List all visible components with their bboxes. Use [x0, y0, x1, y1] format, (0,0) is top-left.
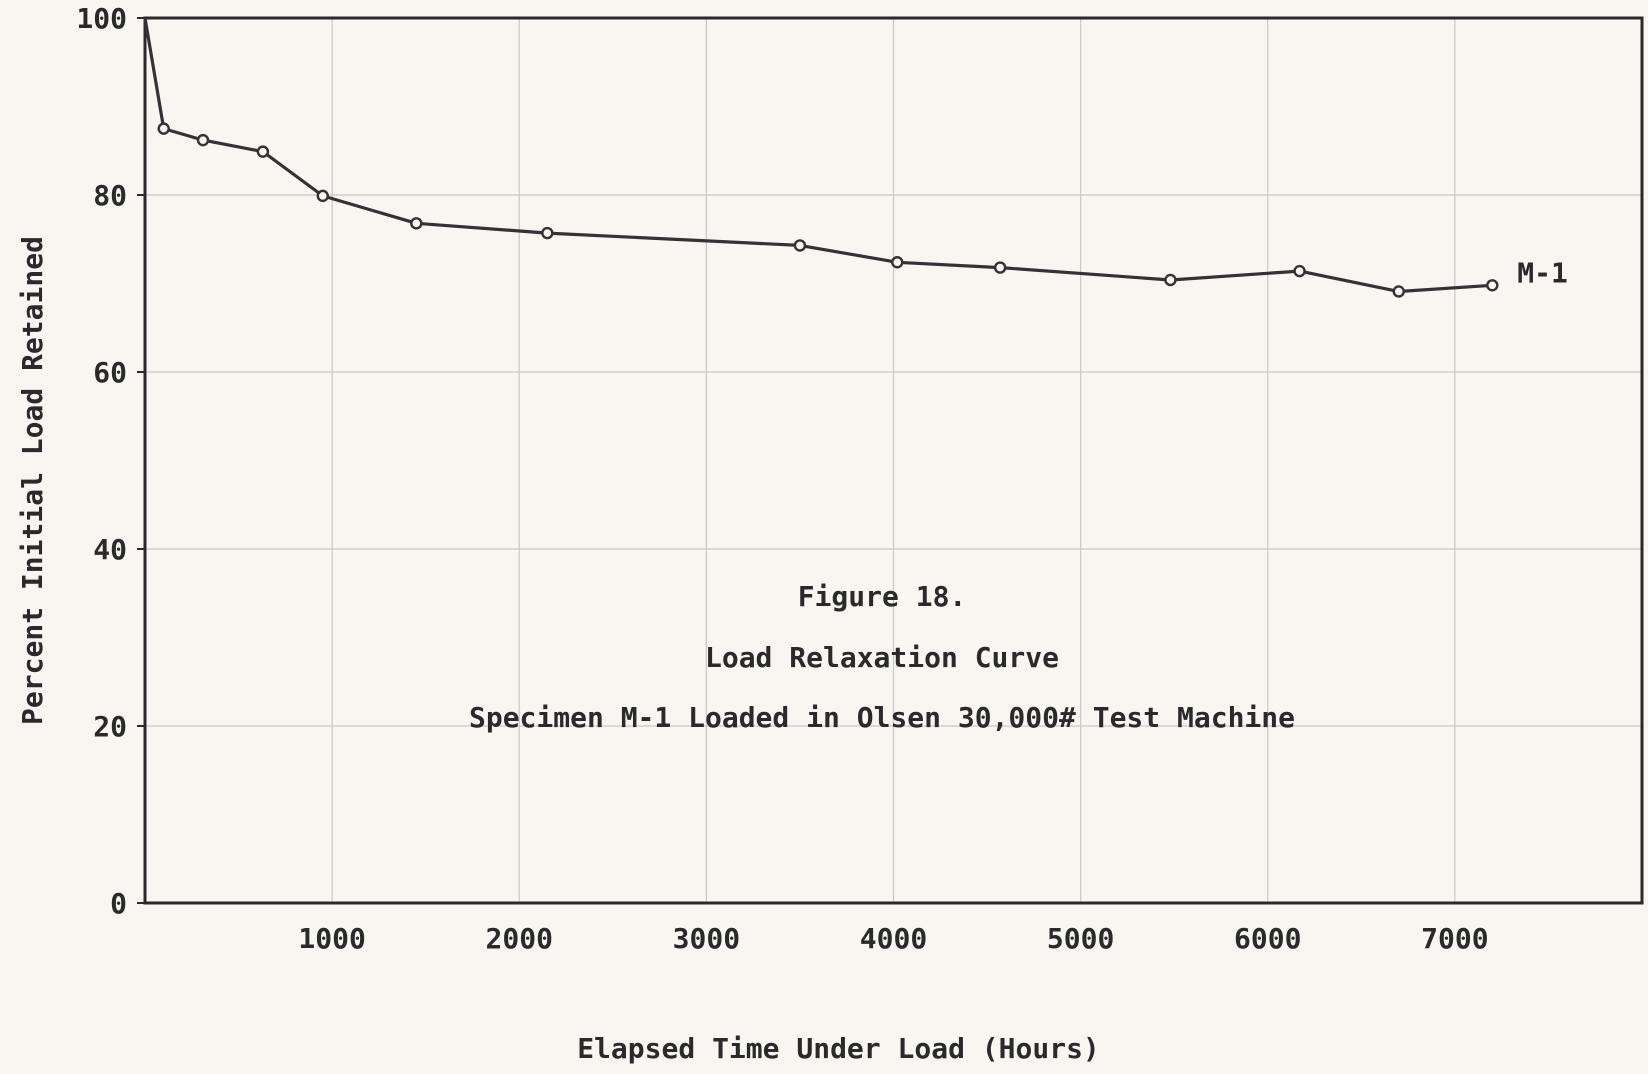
data-point-M-1-10: [1164, 273, 1177, 287]
annotations: Figure 18. Load Relaxation Curve Specimen …: [469, 580, 1295, 734]
data-point-M-1-7: [793, 239, 807, 252]
grid: [145, 18, 1642, 903]
data-point-M-1-5: [410, 217, 423, 230]
data-point-M-1-8: [891, 256, 904, 269]
data-point-M-1-4: [316, 189, 329, 203]
annotation-1: Load Relaxation Curve: [705, 641, 1059, 674]
data-point-M-1-12: [1392, 285, 1405, 298]
x-tick-label-1000: 1000: [298, 922, 365, 955]
y-tick-label-40: 40: [93, 533, 127, 566]
x-tick-label-5000: 5000: [1047, 922, 1114, 955]
axes: [143, 16, 1644, 905]
y-tick-label-20: 20: [93, 710, 127, 743]
series: [143, 17, 1499, 298]
data-point-M-1-9: [993, 261, 1007, 274]
data-point-M-1-6: [541, 226, 554, 240]
labels: M-1 Elapsed Time Under Load (Hours) Percen…: [16, 236, 1568, 1065]
y-axis-label: Percent Initial Load Retained: [16, 236, 49, 725]
x-tick-label-7000: 7000: [1421, 922, 1488, 955]
series-label-M-1: M-1: [1517, 256, 1568, 289]
y-tick-label-60: 60: [93, 356, 127, 389]
y-tick-label-0: 0: [110, 887, 127, 920]
data-point-M-1-13: [1486, 279, 1499, 292]
x-tick-label-6000: 6000: [1234, 922, 1301, 955]
annotation-0: Figure 18.: [798, 580, 967, 613]
y-tick-label-80: 80: [93, 179, 127, 212]
data-point-M-1-2: [196, 133, 210, 147]
data-point-M-1-11: [1293, 264, 1306, 278]
data-point-M-1-1: [157, 122, 170, 135]
ticks: 0 20 40 60 80 100 1000 2000 3000 4000 5000 6000 7000: [76, 2, 1488, 955]
y-tick-label-100: 100: [76, 2, 127, 35]
annotation-2: Specimen M-1 Loaded in Olsen 30,000# Tes…: [469, 701, 1295, 734]
x-tick-label-4000: 4000: [860, 922, 927, 955]
x-tick-label-3000: 3000: [673, 922, 740, 955]
data-point-M-1-3: [256, 145, 270, 158]
plot-frame: [143, 16, 1644, 905]
x-axis-label: Elapsed Time Under Load (Hours): [577, 1032, 1100, 1065]
series-line-M-1: [143, 17, 1493, 294]
x-tick-label-2000: 2000: [486, 922, 553, 955]
